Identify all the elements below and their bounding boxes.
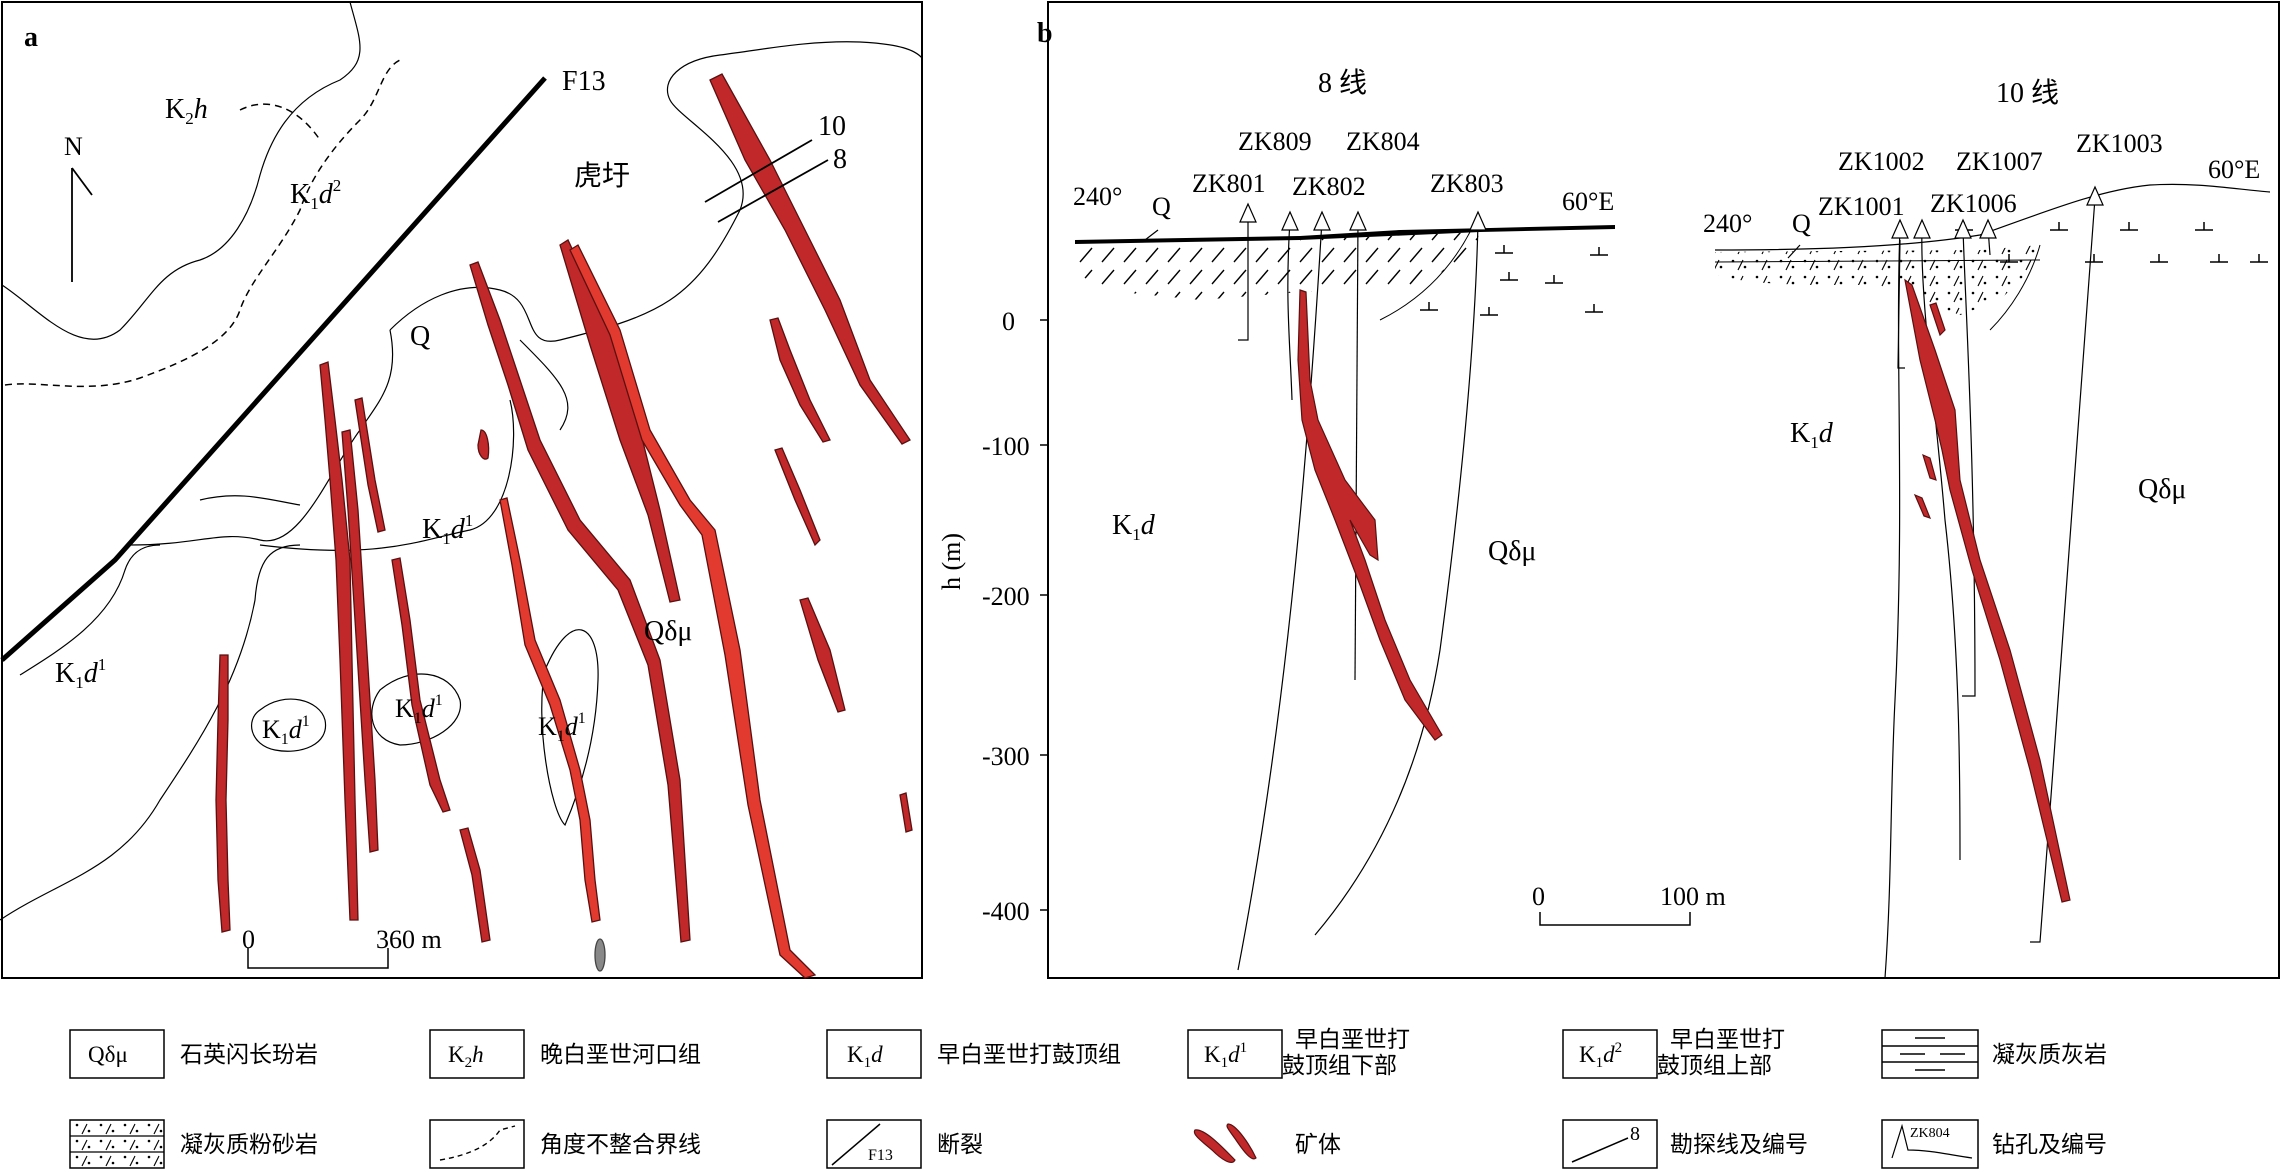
legend-item-tuff-siltstone: 凝灰质粉砂岩 [69,1119,318,1169]
section-8-title: 8 线 [1318,67,1367,99]
north-label: N [64,132,83,161]
legend-item-unconformity: 角度不整合界线 [429,1119,701,1169]
unit-k1d2-label: K1d2 [290,176,341,213]
legend-text-drill-hole: 钻孔及编号 [1992,1132,2107,1158]
hole-zk1001: ZK1001 [1818,192,1905,221]
hole-zk1007: ZK1007 [1956,147,2043,176]
section-10 [1714,183,2271,979]
hole-zk801: ZK801 [1192,169,1266,198]
legend-code-qdm: Qδμ [88,1042,128,1067]
panel-b-label: b [1037,18,1053,49]
line-10-label: 10 [818,111,846,142]
panel-b: b 0 -100 -200 -300 -400 h (m) [937,1,2280,979]
legend-code-k1d1: K1d1 [1204,1040,1247,1071]
legend-item-k1d: K1d 早白垩世打鼓顶组 [826,1029,1121,1079]
legend-code-k2h: K2h [448,1042,484,1071]
exploration-lines-plan [704,139,829,223]
scale-a-zero: 0 [242,925,255,954]
legend-item-k1d1: K1d1 早白垩世打 鼓顶组下部 [1187,1027,1410,1079]
hole-zk803: ZK803 [1430,169,1504,198]
section-10-unit-right: Qδμ [2138,474,2186,505]
panel-a-label: a [24,22,38,53]
unit-k1d1-label: K1d1 [262,713,310,748]
line-8-label: 8 [833,144,847,175]
unit-k1d1-label: K1d1 [55,655,106,692]
legend-text-k1d: 早白垩世打鼓顶组 [937,1042,1121,1068]
section-10-q: Q [1792,209,1811,238]
section-10-unit-left: K1d [1790,418,1834,452]
scale-bar-b [1539,912,1691,926]
north-arrow-symbol [71,167,93,282]
legend-item-k1d2: K1d2 早白垩世打 鼓顶组上部 [1562,1027,1785,1079]
section-10-right-azimuth: 60°E [2208,155,2260,184]
hole-zk802: ZK802 [1292,172,1366,201]
scale-bar-a [247,948,389,969]
tick-0: 0 [1002,307,1015,336]
legend-text-tuff-limestone: 凝灰质灰岩 [1992,1042,2107,1068]
legend-text-fault: 断裂 [937,1132,983,1158]
scale-b-zero: 0 [1532,882,1545,911]
unit-q-label: Q [410,321,430,352]
section-10-title: 10 线 [1996,77,2059,109]
legend-text-unconformity: 角度不整合界线 [540,1132,701,1158]
legend-text-k1d2-line1: 早白垩世打 [1670,1027,1785,1053]
section-8-unit-left: K1d [1112,510,1156,544]
hole-zk1006: ZK1006 [1930,189,2017,218]
legend-code-fault: F13 [868,1147,893,1164]
legend-text-k1d1-line2: 鼓顶组下部 [1282,1053,1397,1079]
section-8-q: Q [1152,192,1171,221]
unit-k1d1-label: K1d1 [538,710,586,745]
legend-item-drill-hole: ZK804 钻孔及编号 [1881,1119,2107,1169]
scale-a-end: 360 m [376,925,442,954]
legend-code-k1d: K1d [847,1042,883,1071]
tick-minus-100: -100 [982,432,1030,461]
unit-k1d1-label: K1d1 [395,692,443,727]
tick-minus-400: -400 [982,897,1030,926]
legend-code-drill-hole: ZK804 [1910,1126,1950,1141]
section-8-right-azimuth: 60°E [1562,187,1614,216]
section-8-unit-right: Qδμ [1488,536,1536,567]
legend-text-k1d1-line1: 早白垩世打 [1295,1027,1410,1053]
hole-zk809: ZK809 [1238,127,1312,156]
legend-item-exploration-line: 8 勘探线及编号 [1562,1119,1808,1169]
unit-k1d1-label: K1d1 [422,511,473,548]
legend-item-qdm: Qδμ 石英闪长玢岩 [69,1029,318,1079]
legend-text-tuff-siltstone: 凝灰质粉砂岩 [180,1132,318,1158]
depth-axis [1040,220,1049,978]
panel-a: a N F13 虎圩 10 8 Q Qδμ K2h K1d2 K1d1 K1d1… [0,1,923,979]
legend-text-k2h: 晚白垩世河口组 [540,1042,701,1068]
fault-f13 [0,76,547,662]
legend-code-exploration-line: 8 [1630,1123,1640,1145]
legend-text-k1d2-line2: 鼓顶组上部 [1657,1053,1772,1079]
legend: Qδμ 石英闪长玢岩 K2h 晚白垩世河口组 K1d 早白垩世打鼓顶组 K1d1… [69,1027,2107,1169]
section-8 [1075,202,1691,971]
section-8-left-azimuth: 240° [1073,182,1122,211]
ore-body-section-8 [1297,289,1443,741]
legend-item-k2h: K2h 晚白垩世河口组 [429,1029,701,1079]
legend-item-fault: F13 断裂 [826,1119,983,1169]
ore-bodies-plan [215,73,913,979]
legend-item-ore-body: 矿体 [1193,1123,1341,1163]
ore-body-section-10 [1904,278,2071,903]
hole-zk1002: ZK1002 [1838,147,1925,176]
legend-text-exploration-line: 勘探线及编号 [1670,1132,1808,1158]
scale-b-end: 100 m [1660,882,1726,911]
legend-code-k1d2: K1d2 [1579,1040,1622,1071]
legend-text-qdm: 石英闪长玢岩 [180,1042,318,1068]
unit-k2h-label: K2h [165,94,208,128]
section-10-left-azimuth: 240° [1703,209,1752,238]
legend-text-ore-body: 矿体 [1295,1132,1341,1158]
unit-qdm-label: Qδμ [644,616,692,647]
legend-item-tuff-limestone: 凝灰质灰岩 [1881,1029,2107,1079]
tick-minus-200: -200 [982,582,1030,611]
hole-zk804: ZK804 [1346,127,1420,156]
tick-minus-300: -300 [982,742,1030,771]
fault-label: F13 [562,66,606,97]
hole-zk1003: ZK1003 [2076,129,2163,158]
depth-axis-label: h (m) [937,533,966,590]
place-label: 虎圩 [574,160,630,192]
